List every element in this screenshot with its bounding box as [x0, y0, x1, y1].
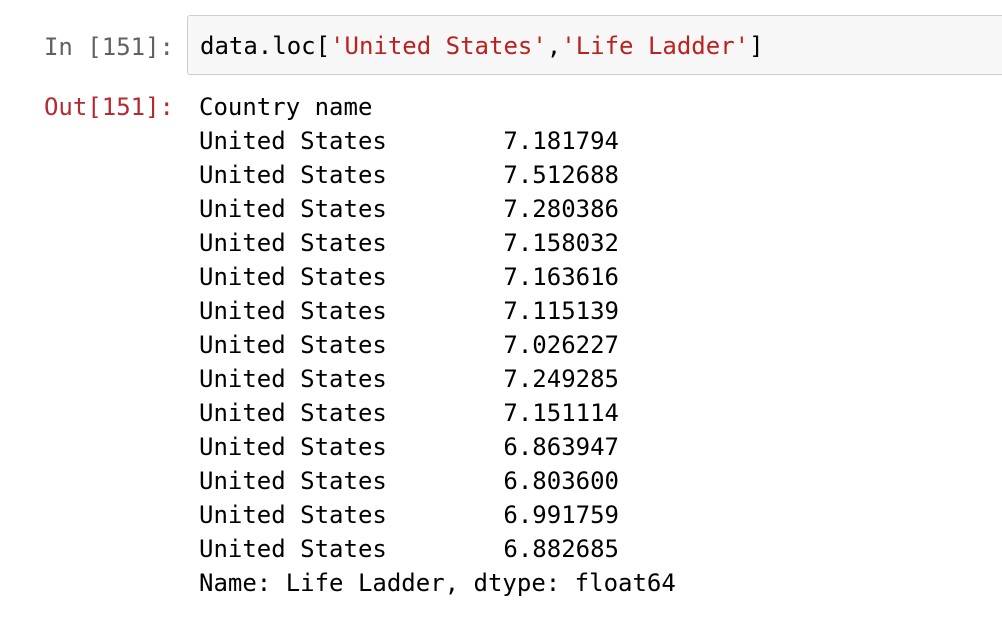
series-row: United States 7.115139	[199, 294, 989, 328]
series-row: United States 6.803600	[199, 464, 989, 498]
code-input-area[interactable]: data.loc['United States','Life Ladder']	[187, 15, 1002, 75]
series-rows: United States 7.181794 United States 7.5126…	[199, 124, 989, 566]
row-value: 6.882685	[503, 535, 619, 563]
series-footer: Name: Life Ladder, dtype: float64	[199, 569, 676, 597]
row-index-label: United States	[199, 229, 387, 257]
series-row: United States 7.158032	[199, 226, 989, 260]
series-row: United States 7.249285	[199, 362, 989, 396]
row-value: 6.863947	[503, 433, 619, 461]
row-index-label: United States	[199, 331, 387, 359]
code-token-suffix: ]	[749, 32, 764, 60]
output-area: Country name United States 7.181794 United…	[199, 90, 989, 600]
row-index-label: United States	[199, 127, 387, 155]
row-value: 7.151114	[503, 399, 619, 427]
series-row: United States 7.151114	[199, 396, 989, 430]
row-value: 7.280386	[503, 195, 619, 223]
code-token-prefix: data.loc[	[200, 32, 331, 60]
series-row: United States 7.181794	[199, 124, 989, 158]
series-row: United States 7.512688	[199, 158, 989, 192]
input-prompt: In [151]:	[43, 33, 174, 61]
row-value: 7.158032	[503, 229, 619, 257]
series-row: United States 7.163616	[199, 260, 989, 294]
row-value: 7.512688	[503, 161, 619, 189]
series-row: United States 7.026227	[199, 328, 989, 362]
row-value: 6.803600	[503, 467, 619, 495]
row-index-label: United States	[199, 297, 387, 325]
row-index-label: United States	[199, 263, 387, 291]
series-row: United States 6.882685	[199, 532, 989, 566]
row-index-label: United States	[199, 433, 387, 461]
row-value: 6.991759	[503, 501, 619, 529]
row-index-label: United States	[199, 535, 387, 563]
series-row: United States 6.863947	[199, 430, 989, 464]
row-value: 7.181794	[503, 127, 619, 155]
row-value: 7.249285	[503, 365, 619, 393]
index-header: Country name	[199, 93, 373, 121]
code-string-column: 'Life Ladder'	[561, 32, 750, 60]
row-index-label: United States	[199, 399, 387, 427]
code-line[interactable]: data.loc['United States','Life Ladder']	[200, 31, 764, 61]
row-index-label: United States	[199, 195, 387, 223]
code-token-comma: ,	[546, 32, 562, 60]
row-index-label: United States	[199, 467, 387, 495]
row-value: 7.026227	[503, 331, 619, 359]
series-row: United States 6.991759	[199, 498, 989, 532]
series-row: United States 7.280386	[199, 192, 989, 226]
code-string-country: 'United States'	[330, 32, 547, 60]
row-value: 7.115139	[503, 297, 619, 325]
row-index-label: United States	[199, 365, 387, 393]
output-prompt: Out[151]:	[43, 93, 174, 121]
row-index-label: United States	[199, 161, 387, 189]
row-index-label: United States	[199, 501, 387, 529]
row-value: 7.163616	[503, 263, 619, 291]
